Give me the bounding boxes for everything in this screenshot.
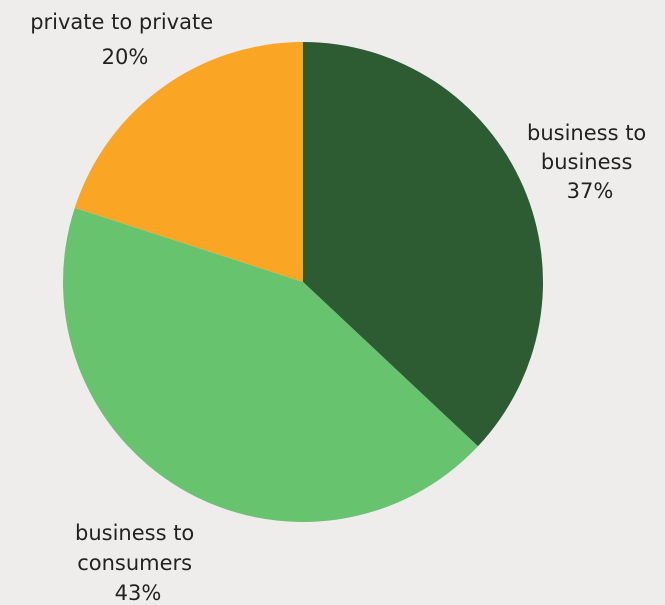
slice-value-label: 37% xyxy=(567,179,614,203)
slice-label-line: business xyxy=(541,150,633,174)
pie-slice-business-to-business xyxy=(303,42,543,447)
slice-label-business-to-consumers: business to consumers 43% xyxy=(75,521,201,605)
slice-label-business-to-business: business to business 37% xyxy=(527,121,653,203)
slice-label-line: consumers xyxy=(77,551,192,575)
pie-slice-business-to-consumers xyxy=(62,207,478,523)
pie-slice-private-to-private xyxy=(74,42,304,282)
pie-slices xyxy=(62,42,543,523)
slice-value-label: 43% xyxy=(115,581,162,605)
slice-label-line: business to xyxy=(527,121,646,145)
slice-label-line: business to xyxy=(75,521,194,545)
pie-labels: business to business 37% business to con… xyxy=(30,10,653,605)
slice-value-label: 20% xyxy=(102,45,149,69)
slice-label-line: private to private xyxy=(30,10,213,34)
slice-label-private-to-private: private to private 20% xyxy=(30,10,220,69)
